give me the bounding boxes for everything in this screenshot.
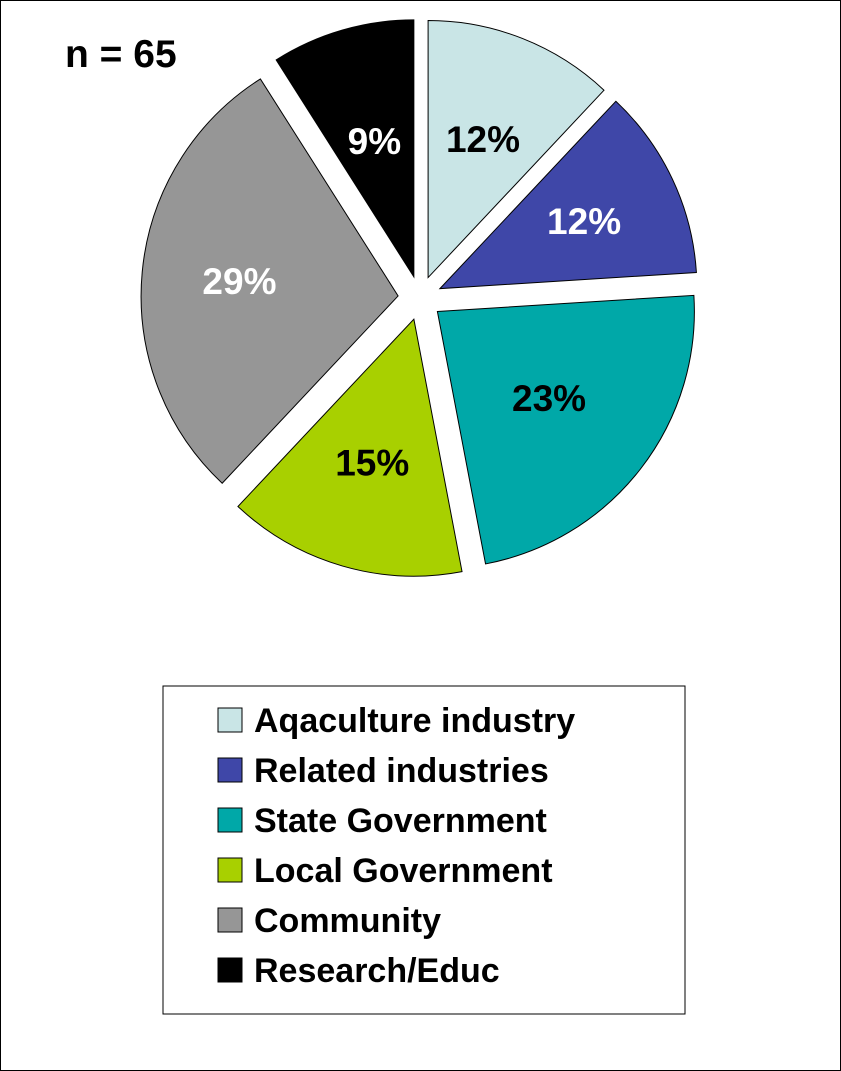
legend-label: Research/Educ xyxy=(254,952,500,990)
pie-slice-research-educ xyxy=(275,19,415,279)
pie-slice-labels: 12% 12% 23% 15% 29% 9% xyxy=(202,119,621,483)
pie-slice-community xyxy=(140,78,399,484)
sample-size-label: n = 65 xyxy=(65,33,177,76)
legend-swatch xyxy=(217,907,243,933)
pie-slice-aqaculture-industry xyxy=(427,20,605,279)
legend-swatch xyxy=(217,957,243,983)
legend-swatch xyxy=(217,707,243,733)
legend-swatch xyxy=(217,857,243,883)
slice-label-aqaculture-industry: 12% xyxy=(446,119,520,160)
slice-label-community: 29% xyxy=(202,261,276,302)
legend-label: State Government xyxy=(254,802,547,840)
legend-label: Aqaculture industry xyxy=(254,702,575,740)
legend-swatch xyxy=(217,757,243,783)
legend-label: Related industries xyxy=(254,752,549,790)
legend-box xyxy=(162,685,686,1015)
slice-label-state-government: 23% xyxy=(512,378,586,419)
slice-label-related-industries: 12% xyxy=(547,201,621,242)
legend-swatch xyxy=(217,807,243,833)
slice-label-local-government: 15% xyxy=(335,442,409,483)
legend-label: Community xyxy=(254,902,441,940)
slice-label-research-educ: 9% xyxy=(348,121,401,162)
pie-slices xyxy=(140,19,697,577)
pie-slice-state-government xyxy=(436,294,695,565)
pie-slice-local-government xyxy=(237,318,463,577)
legend-label: Local Government xyxy=(254,852,553,890)
pie-slice-related-industries xyxy=(438,100,697,290)
legend: Aqaculture industry Related industries Sta… xyxy=(217,702,575,990)
